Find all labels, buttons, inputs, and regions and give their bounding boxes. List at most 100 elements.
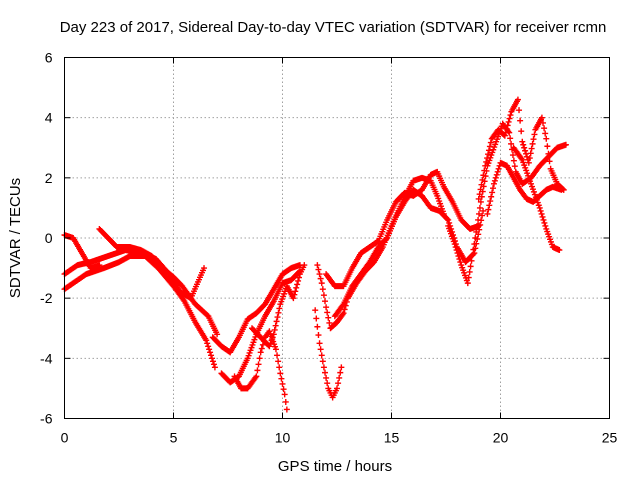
data-point: [324, 380, 331, 387]
data-point: [556, 247, 563, 254]
data-point: [558, 186, 565, 193]
data-point: [279, 380, 286, 387]
data-point: [541, 219, 548, 226]
data-point: [282, 398, 289, 405]
data-point: [517, 117, 524, 124]
data-point: [562, 141, 569, 148]
data-point: [323, 374, 330, 381]
data-point: [518, 128, 525, 135]
data-point: [485, 147, 492, 154]
data-point: [314, 262, 321, 269]
data-point: [485, 206, 492, 213]
x-tick-label: 15: [384, 430, 400, 446]
data-point: [479, 176, 486, 183]
data-point: [511, 163, 518, 170]
data-point: [508, 140, 515, 147]
data-point: [544, 143, 551, 150]
data-point: [312, 307, 319, 314]
data-point: [507, 135, 514, 142]
axis-ticks: [64, 57, 610, 419]
data-point: [488, 193, 495, 200]
data-point: [275, 309, 282, 316]
data-point: [294, 281, 301, 288]
data-point: [509, 152, 516, 159]
data-point: [257, 349, 264, 356]
data-point: [493, 171, 500, 178]
data-point: [501, 132, 508, 139]
data-point: [539, 213, 546, 220]
data-point: [319, 286, 326, 293]
data-point: [502, 129, 509, 136]
data-point: [516, 107, 523, 114]
data-point: [336, 374, 343, 381]
data-point: [315, 266, 322, 273]
data-point: [477, 198, 484, 205]
data-point: [480, 172, 487, 179]
data-point: [320, 292, 327, 299]
data-point: [468, 257, 475, 264]
data-point: [453, 247, 460, 254]
data-point: [525, 159, 532, 166]
data-point: [278, 375, 285, 382]
y-tick-label: -6: [40, 411, 53, 427]
x-tick-label: 25: [602, 430, 618, 446]
data-point: [475, 216, 482, 223]
data-point: [490, 185, 497, 192]
data-point: [491, 177, 498, 184]
data-point: [521, 144, 528, 151]
data-point: [540, 119, 547, 126]
data-point: [271, 326, 278, 333]
data-point: [293, 284, 300, 291]
data-point: [317, 346, 324, 353]
data-point: [256, 355, 263, 362]
data-point: [485, 151, 492, 158]
series-arc-8: [248, 262, 308, 350]
data-point: [315, 332, 322, 339]
data-point: [473, 228, 480, 235]
data-point: [456, 256, 463, 263]
x-tick-label: 5: [170, 430, 178, 446]
data-point: [471, 241, 478, 248]
data-point: [280, 386, 287, 393]
data-point: [490, 180, 497, 187]
data-point: [506, 115, 513, 122]
data-point: [536, 204, 543, 211]
data-layer: [61, 96, 569, 413]
data-point: [292, 288, 299, 295]
series-arc-10: [312, 307, 345, 401]
series-arc-5: [209, 262, 303, 356]
data-point: [209, 358, 216, 365]
data-point: [467, 263, 474, 270]
data-point: [486, 143, 493, 150]
data-point: [451, 241, 458, 248]
data-point: [291, 291, 298, 298]
data-point: [541, 125, 548, 132]
chart-title: Day 223 of 2017, Sidereal Day-to-day VTE…: [60, 19, 607, 36]
data-point: [480, 207, 487, 214]
data-point: [542, 130, 549, 137]
data-point: [320, 364, 327, 371]
data-point: [210, 361, 217, 368]
data-point: [322, 369, 329, 376]
data-point: [276, 364, 283, 371]
data-point: [270, 331, 277, 338]
data-point: [316, 340, 323, 347]
data-point: [526, 155, 533, 162]
data-point: [317, 275, 324, 282]
data-point: [206, 346, 213, 353]
y-tick-label: -4: [40, 350, 53, 366]
data-point: [530, 136, 537, 143]
data-point: [492, 174, 499, 181]
data-point: [316, 271, 323, 278]
data-point: [510, 157, 517, 164]
data-point: [253, 373, 260, 380]
data-point: [319, 358, 326, 365]
data-point: [487, 139, 494, 146]
data-point: [538, 210, 545, 217]
data-point: [494, 168, 501, 175]
data-point: [340, 310, 347, 317]
data-point: [314, 323, 321, 330]
data-point: [325, 314, 332, 321]
data-point: [446, 219, 453, 226]
